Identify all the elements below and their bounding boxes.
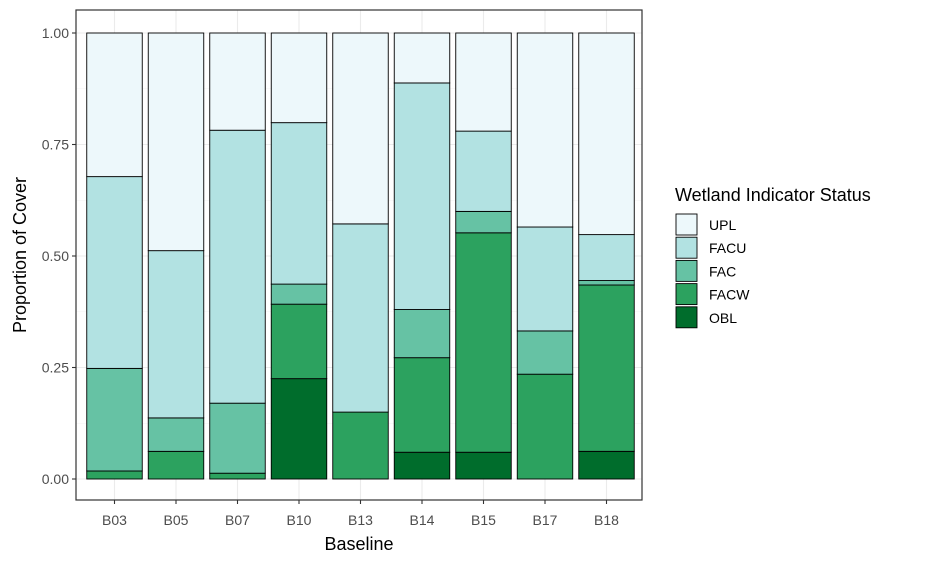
bar-segment-b05-facu — [147, 250, 205, 419]
bar-segment-b10-facu — [270, 122, 328, 285]
legend-label-obl: OBL — [709, 310, 737, 326]
legend: Wetland Indicator Status UPL FACU FAC FACW O… — [675, 185, 871, 329]
bar-segment-b13-facw — [332, 411, 389, 480]
bar-segment-b14-upl — [393, 32, 451, 84]
bar-segment-b07-facu — [209, 129, 266, 404]
legend-key-fac — [675, 259, 698, 282]
bar-segment-b17-facu — [516, 226, 574, 332]
bar-segment-b03-fac — [86, 367, 143, 472]
legend-title: Wetland Indicator Status — [675, 185, 871, 205]
bar-segment-b15-fac — [455, 210, 512, 234]
y-tick-label: 0.75 — [42, 137, 69, 153]
bar-segment-b03-upl — [86, 32, 143, 178]
bar-segment-b03-facu — [86, 176, 143, 369]
bar-segment-b15-obl — [455, 451, 512, 480]
x-tick-label: B17 — [533, 512, 558, 528]
bar-segment-b13-facu — [332, 223, 389, 413]
bar-segment-b18-obl — [578, 450, 635, 480]
bar-segment-b10-facw — [270, 303, 328, 380]
bar-segment-b17-upl — [516, 32, 574, 228]
bar-segment-b05-fac — [147, 417, 205, 452]
x-axis: B03 B05 B07 B10 B13 B14 B15 B17 B18 — [102, 500, 619, 528]
plot-border — [75, 9, 643, 501]
legend-key-obl — [675, 306, 698, 329]
bar-segment-b03-facw — [86, 470, 143, 480]
y-tick-label: 0.50 — [42, 248, 69, 264]
bar-segment-b18-facu — [578, 234, 635, 281]
legend-key-upl — [675, 213, 698, 236]
x-axis-title: Baseline — [324, 534, 393, 554]
y-axis-title: Proportion of Cover — [10, 177, 30, 333]
bar-segment-b05-facw — [147, 450, 205, 480]
bar-segment-b14-facu — [393, 82, 451, 310]
x-tick-label: B15 — [471, 512, 496, 528]
legend-label-facw: FACW — [709, 287, 750, 303]
bar-segment-b14-obl — [393, 451, 451, 480]
bar-segment-b14-facw — [393, 357, 451, 453]
x-tick-label: B05 — [164, 512, 189, 528]
x-tick-label: B18 — [594, 512, 619, 528]
x-tick-label: B13 — [348, 512, 373, 528]
bar-segment-b10-obl — [270, 378, 328, 480]
bar-segment-b17-facw — [516, 373, 574, 480]
y-axis: 0.00 0.25 0.50 0.75 1.00 — [42, 25, 76, 487]
bar-segment-b10-upl — [270, 32, 328, 124]
legend-key-facw — [675, 283, 698, 306]
legend-label-fac: FAC — [709, 263, 736, 279]
legend-key-facu — [675, 236, 698, 259]
legend-label-facu: FACU — [709, 240, 746, 256]
y-tick-label: 0.00 — [42, 471, 69, 487]
bar-segment-b18-facw — [578, 284, 635, 452]
bar-segment-b07-facw — [209, 472, 266, 480]
bar-segment-b15-upl — [455, 32, 512, 132]
bar-segment-b15-facw — [455, 232, 512, 453]
bar-segment-b07-upl — [209, 32, 266, 131]
bars — [86, 32, 635, 480]
bar-segment-b18-fac — [578, 280, 635, 286]
bar-segment-b05-upl — [147, 32, 205, 252]
x-tick-label: B07 — [225, 512, 250, 528]
bar-segment-b07-fac — [209, 402, 266, 474]
x-tick-label: B10 — [287, 512, 312, 528]
bar-segment-b10-fac — [270, 283, 328, 305]
bar-segment-b13-upl — [332, 32, 389, 225]
x-tick-label: B14 — [410, 512, 435, 528]
x-tick-label: B03 — [102, 512, 127, 528]
bar-segment-b18-upl — [578, 32, 635, 236]
bar-segment-b14-fac — [393, 309, 451, 359]
bar-segment-b15-facu — [455, 130, 512, 212]
legend-label-upl: UPL — [709, 217, 736, 233]
y-tick-label: 0.25 — [42, 360, 69, 376]
y-tick-label: 1.00 — [42, 25, 69, 41]
bar-segment-b17-fac — [516, 330, 574, 375]
